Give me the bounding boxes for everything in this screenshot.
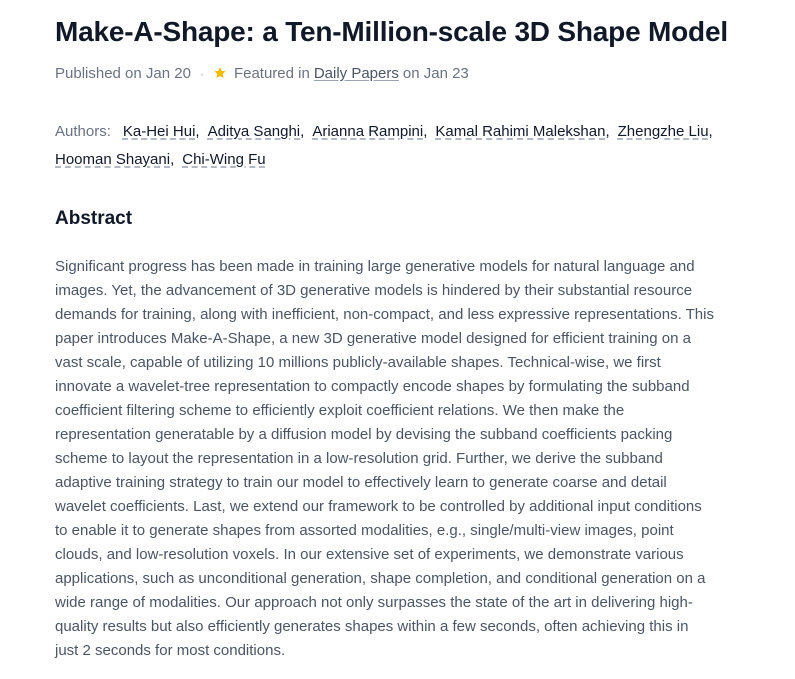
author-link[interactable]: Hooman Shayani [55, 151, 171, 168]
abstract-heading: Abstract [55, 208, 133, 229]
authors-label: Authors: [55, 123, 111, 140]
authors-list: Authors: Ka-Hei Hui, Aditya Sanghi, Arianna… [55, 123, 713, 168]
author-link[interactable]: Zhengzhe Liu [617, 123, 709, 140]
page-title: Make-A-Shape: a Ten-Million-scale 3D Sha… [55, 16, 728, 47]
author-link[interactable]: Ka-Hei Hui [122, 123, 196, 140]
abstract-text: Significant progress has been made in tr… [55, 258, 714, 659]
meta-separator: · [199, 66, 204, 81]
publication-meta: Published on Jan 20 · Featured in Daily … [55, 65, 469, 82]
author-link[interactable]: Chi-Wing Fu [182, 151, 266, 168]
daily-papers-link[interactable]: Daily Papers [313, 65, 399, 82]
featured-prefix: Featured in [233, 65, 310, 82]
featured-suffix: on Jan 23 [402, 65, 469, 82]
author-link[interactable]: Arianna Rampini [312, 123, 424, 140]
star-icon [214, 66, 226, 78]
published-date: Published on Jan 20 [55, 65, 191, 82]
author-link[interactable]: Kamal Rahimi Malekshan [435, 123, 606, 140]
author-link[interactable]: Aditya Sanghi [207, 123, 301, 140]
